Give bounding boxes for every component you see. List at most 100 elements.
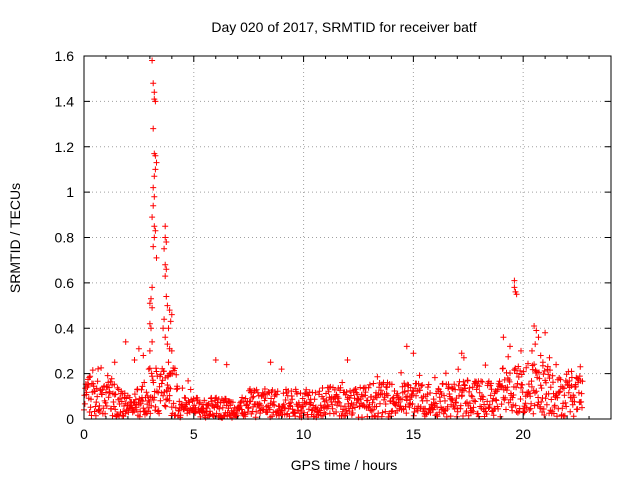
data-point — [575, 389, 582, 396]
data-point — [303, 386, 310, 393]
data-point — [93, 385, 100, 392]
data-point — [404, 393, 411, 400]
data-point — [133, 406, 140, 413]
data-point — [189, 405, 196, 412]
data-point — [122, 410, 129, 417]
data-point — [465, 412, 472, 419]
data-point — [543, 379, 549, 386]
data-point — [541, 367, 548, 374]
data-point — [445, 384, 452, 390]
data-point — [538, 398, 545, 405]
data-point — [403, 410, 410, 417]
data-point — [369, 399, 376, 406]
data-point — [323, 397, 330, 404]
data-point — [266, 406, 273, 413]
data-point — [476, 389, 483, 396]
data-point — [410, 350, 417, 357]
data-point — [267, 359, 274, 366]
data-point — [119, 412, 126, 419]
data-point — [510, 392, 517, 398]
data-point — [504, 384, 511, 391]
data-point — [398, 369, 405, 376]
data-point — [377, 387, 384, 394]
data-point — [547, 367, 553, 374]
data-point — [167, 385, 174, 392]
data-point — [221, 412, 228, 419]
data-point — [150, 80, 157, 87]
data-point — [562, 399, 569, 406]
data-point — [156, 410, 163, 417]
data-point — [86, 374, 93, 381]
data-point — [165, 359, 172, 366]
data-point — [294, 390, 300, 397]
data-point — [147, 410, 154, 417]
data-point — [259, 406, 266, 413]
x-axis-label: GPS time / hours — [291, 457, 398, 473]
data-point — [153, 254, 160, 261]
data-point — [476, 383, 483, 390]
data-point — [514, 370, 520, 377]
data-point — [531, 323, 538, 329]
data-point — [518, 347, 524, 354]
data-point — [151, 223, 158, 230]
data-point — [247, 398, 254, 405]
data-point — [470, 404, 477, 411]
data-point — [413, 392, 419, 399]
data-point — [185, 377, 192, 384]
data-point — [541, 412, 548, 418]
data-point — [382, 408, 389, 415]
data-point — [540, 406, 547, 412]
data-point — [576, 373, 583, 380]
data-point — [535, 334, 542, 341]
data-point — [93, 399, 100, 406]
data-point — [375, 410, 382, 417]
data-point — [417, 404, 424, 410]
data-point — [546, 375, 553, 382]
data-point — [219, 404, 226, 411]
data-point — [436, 409, 443, 416]
data-point — [578, 390, 585, 397]
data-point — [440, 410, 447, 417]
data-point — [167, 318, 174, 325]
data-point — [249, 394, 256, 401]
data-point — [83, 389, 90, 396]
data-point — [213, 410, 220, 417]
data-point — [146, 347, 153, 354]
data-point — [151, 394, 158, 401]
data-point — [274, 388, 281, 395]
data-point — [442, 397, 448, 404]
data-point — [514, 380, 521, 387]
data-point — [149, 304, 156, 311]
data-point — [131, 408, 138, 415]
data-point — [152, 152, 159, 159]
data-point — [131, 357, 138, 363]
data-point — [567, 408, 574, 415]
data-point — [305, 392, 312, 399]
data-point — [108, 375, 115, 382]
data-point — [280, 390, 287, 397]
data-point — [150, 202, 157, 209]
data-point — [164, 382, 171, 388]
data-point — [168, 311, 175, 318]
y-tick-label: 0.2 — [55, 366, 75, 382]
data-point — [574, 406, 581, 413]
data-point — [100, 405, 107, 412]
data-point — [554, 413, 560, 420]
data-point — [95, 365, 102, 372]
data-point — [118, 398, 125, 405]
data-point — [472, 398, 479, 405]
data-point — [519, 381, 526, 388]
data-point — [507, 343, 513, 350]
data-point — [153, 368, 160, 375]
data-point — [109, 412, 116, 419]
data-point — [509, 407, 516, 414]
data-point — [538, 385, 545, 392]
data-point — [511, 277, 518, 284]
data-point — [150, 379, 157, 386]
data-point — [517, 396, 524, 402]
data-point — [289, 396, 296, 403]
data-point — [144, 392, 151, 399]
data-point — [563, 403, 570, 410]
x-tick-label: 5 — [190, 426, 198, 442]
